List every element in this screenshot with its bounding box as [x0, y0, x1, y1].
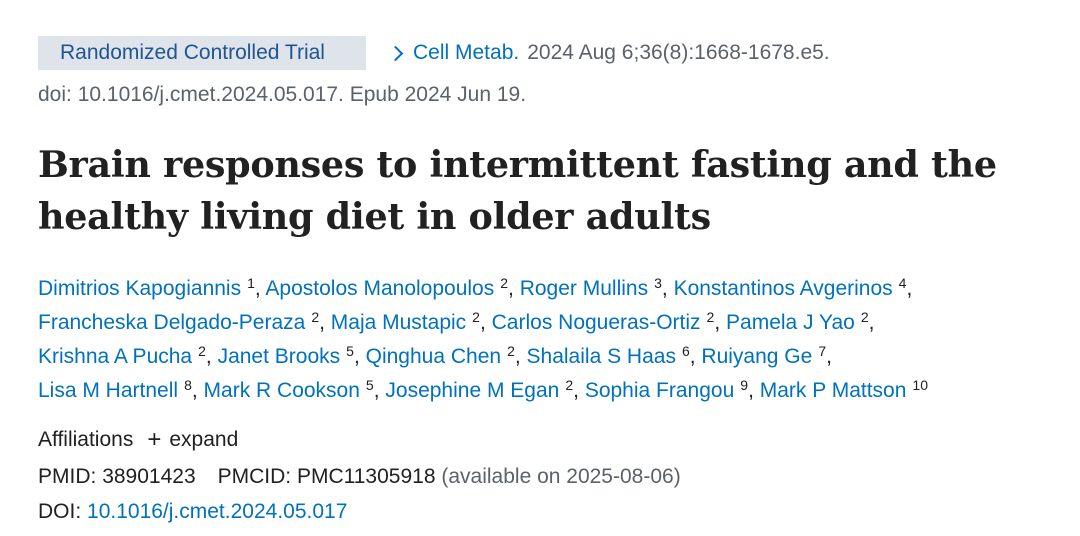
affiliation-number[interactable]: 6 — [681, 343, 690, 359]
author-link[interactable]: Apostolos Manolopoulos — [265, 277, 495, 300]
affiliation-number[interactable]: 5 — [346, 343, 354, 359]
author-link[interactable]: Lisa M Hartnell — [38, 379, 179, 402]
pmcid-label: PMCID: — [217, 465, 292, 488]
author-link[interactable]: Carlos Nogueras-Ortiz — [491, 311, 701, 334]
author-separator: , — [254, 277, 266, 300]
author-link[interactable]: Qinghua Chen — [365, 345, 502, 368]
pmcid-value[interactable]: PMC11305918 — [296, 465, 436, 488]
publication-type-badge: Randomized Controlled Trial — [38, 36, 366, 70]
affiliation-number[interactable]: 2 — [311, 309, 320, 325]
author-separator: , — [353, 345, 366, 368]
author-link[interactable]: Janet Brooks — [217, 345, 341, 368]
journal-link[interactable]: Cell Metab. — [413, 41, 520, 64]
affiliation-number[interactable]: 4 — [898, 275, 907, 291]
affiliation-number[interactable]: 9 — [740, 377, 749, 393]
expand-button[interactable]: expand — [169, 428, 239, 451]
affiliations-row: Affiliations + expand — [38, 425, 238, 454]
author-separator: , — [479, 311, 492, 334]
article-title: Brain responses to intermittent fasting … — [38, 143, 997, 238]
author-link[interactable]: Dimitrios Kapogiannis — [38, 277, 242, 300]
affiliation-number[interactable]: 2 — [500, 275, 509, 291]
affiliation-number[interactable]: 2 — [472, 309, 480, 325]
author-separator: , — [573, 379, 585, 402]
author-separator: , — [373, 379, 386, 402]
pmid-label: PMID: — [38, 465, 97, 488]
doi-label: DOI: — [38, 500, 82, 523]
author-link[interactable]: Mark R Cookson — [203, 379, 360, 402]
author-separator: , — [748, 379, 760, 402]
author-separator: , — [714, 311, 727, 334]
citation-text: 2024 Aug 6;36(8):1668-1678.e5. — [527, 41, 830, 64]
author-link[interactable]: Maja Mustapic — [330, 311, 467, 334]
author-link[interactable]: Roger Mullins — [519, 277, 649, 300]
author-link[interactable]: Sophia Frangou — [584, 379, 735, 402]
publication-row: Randomized Controlled Trial Cell Metab. … — [38, 36, 830, 70]
author-separator: , — [689, 345, 702, 368]
author-separator: , — [191, 379, 204, 402]
author-link[interactable]: Francheska Delgado-Peraza — [38, 311, 306, 334]
affiliations-label: Affiliations — [38, 428, 134, 451]
affiliation-number[interactable]: 10 — [912, 377, 928, 393]
author-link[interactable]: Shalaila S Haas — [526, 345, 676, 368]
pmid-value[interactable]: 38901423 — [102, 465, 196, 488]
plus-icon[interactable]: + — [147, 426, 162, 453]
author-separator: , — [661, 277, 674, 300]
author-separator: , — [826, 345, 832, 368]
author-link[interactable]: Krishna A Pucha — [38, 345, 193, 368]
affiliation-number[interactable]: 2 — [198, 343, 206, 359]
affiliation-number[interactable]: 2 — [507, 343, 515, 359]
author-link[interactable]: Josephine M Egan — [385, 379, 560, 402]
author-line: Francheska Delgado-Peraza 2, Maja Mustapi… — [38, 300, 1058, 334]
author-link[interactable]: Ruiyang Ge — [701, 345, 813, 368]
affiliation-number[interactable]: 7 — [818, 343, 827, 359]
affiliation-number[interactable]: 3 — [654, 275, 662, 291]
affiliation-number[interactable]: 2 — [565, 377, 574, 393]
author-separator: , — [508, 277, 520, 300]
chevron-right-icon[interactable] — [387, 45, 404, 61]
author-separator: , — [868, 311, 875, 334]
author-line: Krishna A Pucha 2, Janet Brooks 5, Qinghua… — [38, 334, 1058, 368]
author-link[interactable]: Mark P Mattson — [759, 379, 907, 402]
author-line: Lisa M Hartnell 8, Mark R Cookson 5, Josep… — [38, 368, 1058, 402]
author-separator: , — [319, 311, 331, 334]
identifiers-row: PMID: 38901423 PMCID: PMC11305918 (availa… — [38, 463, 681, 491]
affiliation-number[interactable]: 8 — [184, 377, 192, 393]
author-link[interactable]: Konstantinos Avgerinos — [673, 277, 893, 300]
affiliation-number[interactable]: 5 — [365, 377, 374, 393]
doi-link[interactable]: 10.1016/j.cmet.2024.05.017 — [87, 500, 348, 523]
author-separator: , — [906, 277, 913, 300]
affiliation-number[interactable]: 1 — [247, 275, 255, 291]
affiliation-number[interactable]: 2 — [860, 309, 869, 325]
author-link[interactable]: Pamela J Yao — [726, 311, 855, 334]
pmcid-availability-note: (available on 2025-08-06) — [441, 465, 681, 488]
doi-row: DOI: 10.1016/j.cmet.2024.05.017 — [38, 498, 347, 526]
author-line: Dimitrios Kapogiannis 1, Apostolos Manolo… — [38, 266, 1058, 300]
affiliation-number[interactable]: 2 — [706, 309, 715, 325]
authors-list: Dimitrios Kapogiannis 1, Apostolos Manolo… — [38, 266, 1058, 402]
doi-epub-line: doi: 10.1016/j.cmet.2024.05.017. Epub 20… — [38, 83, 527, 106]
author-separator: , — [205, 345, 218, 368]
author-separator: , — [514, 345, 527, 368]
